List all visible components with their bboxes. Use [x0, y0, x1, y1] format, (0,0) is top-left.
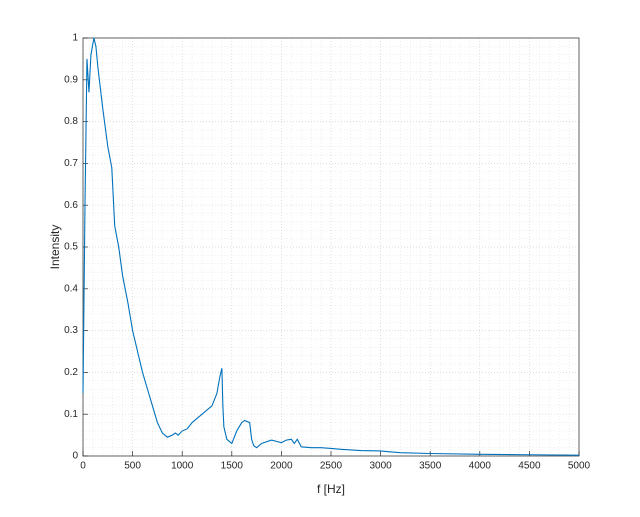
- y-tick-label: 0.8: [64, 116, 78, 127]
- x-tick-label: 2000: [270, 461, 293, 472]
- y-tick-label: 0.4: [64, 283, 78, 294]
- x-tick-label: 3000: [369, 461, 392, 472]
- x-tick-label: 4500: [518, 461, 541, 472]
- x-tick-label: 500: [124, 461, 141, 472]
- y-tick-label: 0.6: [64, 200, 78, 211]
- data-line: [82, 37, 580, 456]
- plot-frame: [82, 37, 580, 457]
- x-tick-label: 1500: [221, 461, 244, 472]
- x-axis-label: f [Hz]: [317, 482, 345, 496]
- x-tick-label: 2500: [320, 461, 343, 472]
- y-tick-label: 0: [72, 451, 78, 462]
- y-tick-label: 0.9: [64, 74, 78, 85]
- y-tick-label: 1: [72, 33, 78, 44]
- y-tick-label: 0.7: [64, 158, 78, 169]
- x-tick-label: 5000: [568, 461, 591, 472]
- y-tick-label: 0.5: [64, 242, 78, 253]
- y-axis-label: Intensity: [48, 225, 62, 270]
- y-tick-label: 0.1: [64, 409, 78, 420]
- x-tick-label: 4000: [469, 461, 492, 472]
- x-tick-label: 3500: [419, 461, 442, 472]
- x-tick-label: 1000: [171, 461, 194, 472]
- y-tick-label: 0.2: [64, 367, 78, 378]
- x-tick-label: 0: [80, 461, 86, 472]
- y-tick-label: 0.3: [64, 325, 78, 336]
